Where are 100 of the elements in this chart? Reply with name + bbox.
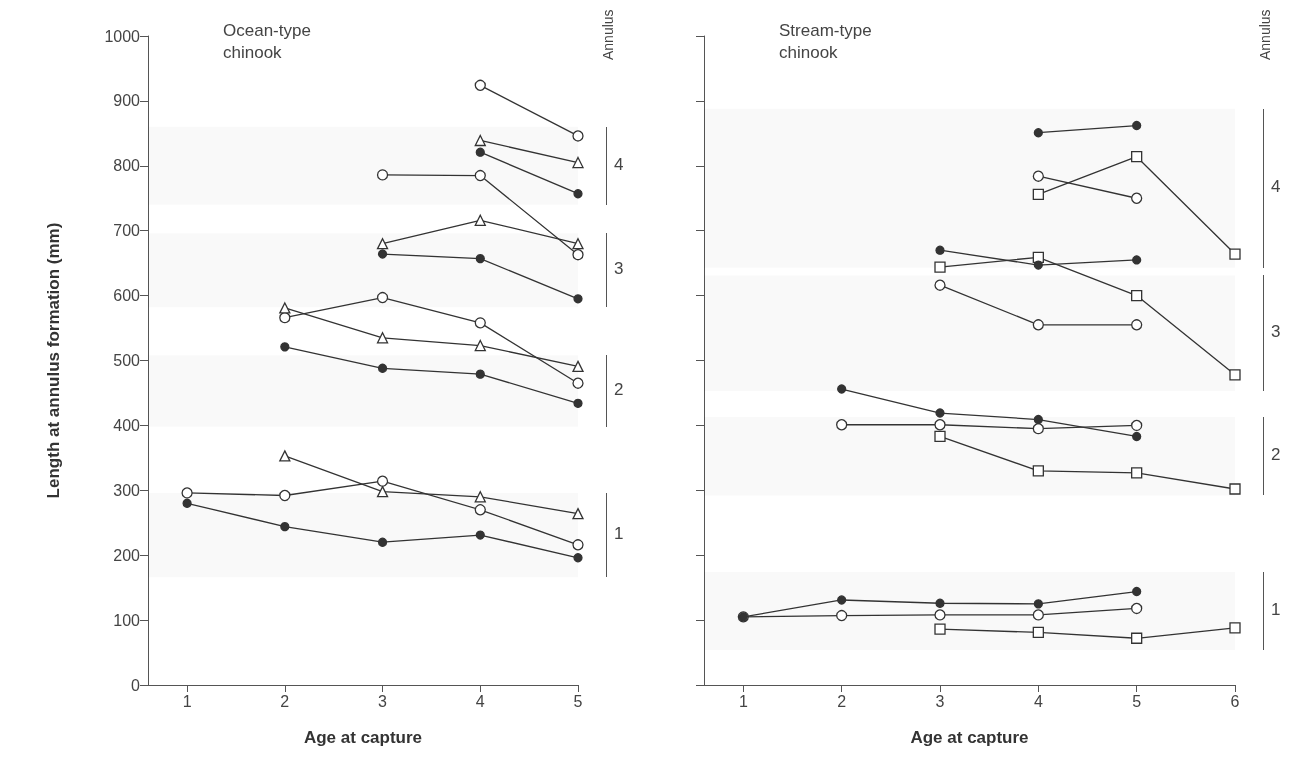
point	[934, 609, 946, 621]
point	[1229, 483, 1241, 495]
point	[376, 169, 389, 181]
point	[280, 342, 290, 352]
point	[1131, 319, 1143, 331]
point	[279, 489, 291, 502]
y-tick-label: 600	[113, 287, 141, 305]
band-label: 3	[1271, 322, 1281, 343]
x-tick-label: 1	[738, 692, 748, 710]
point	[1032, 170, 1044, 182]
chart-title: Stream-type chinook	[779, 20, 877, 62]
point	[573, 189, 583, 199]
point	[572, 238, 584, 250]
y-tick-label: 400	[113, 416, 141, 434]
point	[837, 384, 847, 394]
x-tick-label: 4	[475, 692, 485, 710]
point	[1131, 419, 1143, 432]
band-label: 2	[614, 380, 624, 400]
point	[1229, 248, 1241, 260]
band-label: 4	[614, 154, 624, 175]
point	[475, 369, 485, 379]
point	[1229, 369, 1241, 381]
point	[934, 279, 946, 291]
point	[280, 522, 290, 532]
y-tick-label: 900	[113, 92, 141, 110]
point	[572, 130, 584, 142]
point	[376, 291, 389, 304]
point	[376, 238, 389, 250]
point	[1132, 431, 1142, 442]
point	[1131, 289, 1143, 302]
band-label: 3	[614, 259, 624, 280]
point	[573, 294, 583, 304]
point	[1032, 626, 1044, 639]
point	[475, 530, 485, 540]
band-label: 1	[1271, 600, 1281, 620]
point	[1032, 465, 1044, 477]
x-tick-label: 3	[935, 692, 945, 710]
text: Annulus	[1257, 9, 1273, 60]
point	[1032, 609, 1044, 621]
point	[935, 408, 945, 418]
point	[836, 609, 848, 622]
point	[1032, 319, 1044, 331]
x-tick-label: 5	[1132, 692, 1142, 710]
point	[572, 249, 584, 261]
point	[572, 539, 584, 551]
y-tick-label: 0	[131, 676, 141, 694]
point	[572, 508, 584, 520]
point	[475, 253, 485, 264]
chart-title: Ocean-type chinook	[223, 20, 316, 62]
point	[376, 475, 389, 487]
band-label: 1	[614, 524, 624, 545]
x-tick-label: 2	[837, 692, 847, 710]
point	[474, 339, 486, 352]
x-tick-label: 1	[182, 692, 192, 710]
point	[474, 169, 486, 182]
point	[935, 245, 945, 255]
band-label: 4	[1271, 177, 1281, 198]
point	[1131, 467, 1143, 479]
point	[1131, 151, 1143, 163]
point	[1132, 120, 1142, 131]
point	[1033, 414, 1043, 425]
y-tick-label: 800	[113, 157, 141, 175]
point	[474, 79, 486, 91]
x-tick-label: 5	[573, 692, 583, 710]
point	[181, 487, 193, 499]
point	[1032, 188, 1044, 201]
y-axis-title: Length at annulus formation (mm)	[44, 222, 63, 499]
point	[475, 147, 485, 157]
point	[474, 317, 486, 329]
y-tick-label: 500	[113, 352, 141, 369]
point	[1131, 632, 1143, 644]
point	[573, 398, 583, 408]
point	[836, 419, 848, 431]
point	[935, 598, 945, 608]
point	[1132, 255, 1142, 265]
x-axis-title: Age at capture	[910, 728, 1029, 747]
x-tick-label: 3	[378, 692, 388, 710]
y-tick-label: 1000	[104, 27, 141, 45]
point	[934, 623, 946, 635]
point	[376, 485, 389, 498]
y-tick-label: 100	[113, 611, 141, 629]
point	[377, 537, 388, 547]
point	[1032, 423, 1044, 435]
point	[182, 498, 192, 508]
point	[837, 595, 847, 605]
x-tick-label: 4	[1033, 692, 1043, 710]
point	[934, 261, 946, 273]
text: Annulus	[600, 9, 616, 60]
band-label: 2	[1271, 445, 1281, 466]
x-axis-title: Age at capture	[303, 728, 423, 747]
point	[1131, 602, 1143, 615]
point	[377, 249, 388, 259]
x-tick-label: 2	[280, 692, 290, 710]
point	[1131, 192, 1143, 204]
point	[474, 504, 486, 516]
point	[1033, 128, 1043, 138]
y-tick-label: 300	[113, 481, 141, 499]
point	[573, 553, 583, 563]
point	[474, 491, 486, 503]
point	[1132, 586, 1142, 597]
